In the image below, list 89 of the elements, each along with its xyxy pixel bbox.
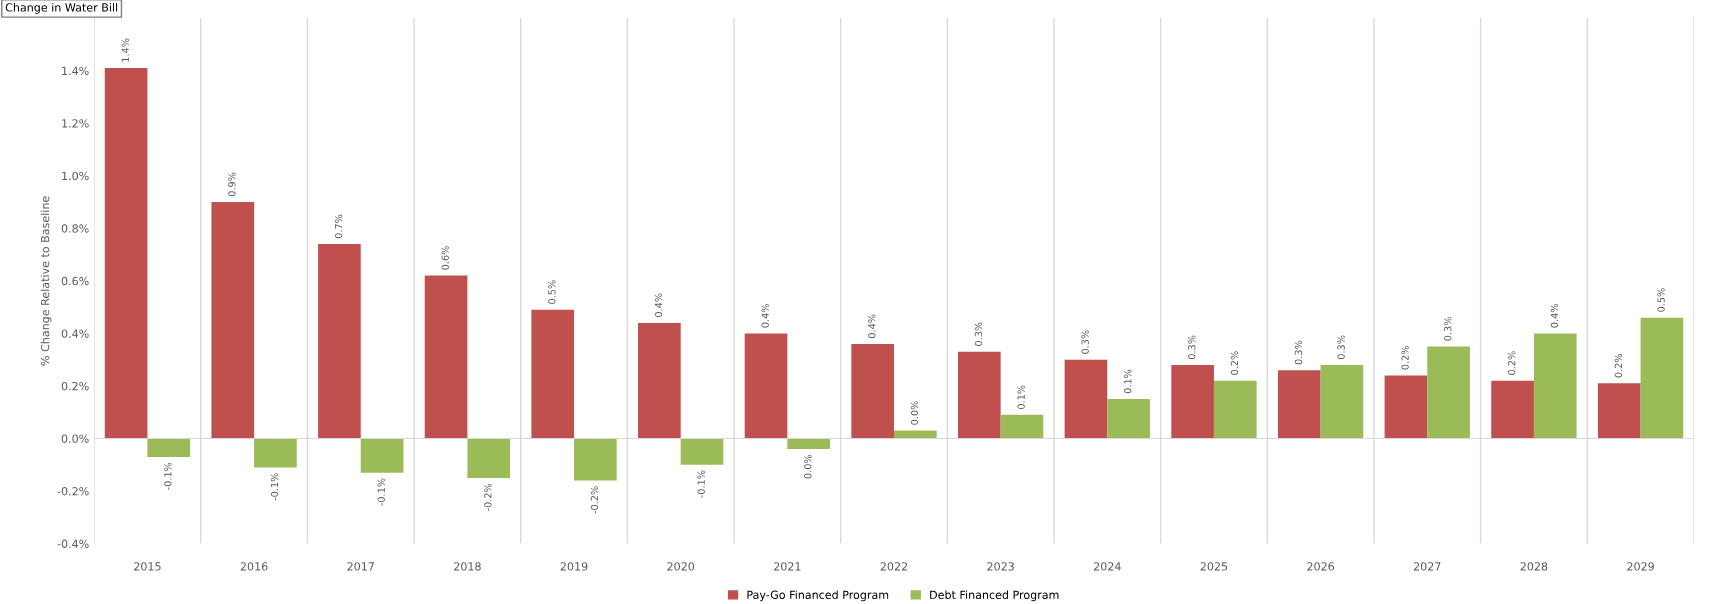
bar [1640,317,1684,439]
x-tick-label: 2027 [1413,562,1441,571]
x-tick-label: 2020 [667,562,695,571]
x-tick-label: 2017 [347,562,374,571]
bar [1277,370,1321,439]
x-tick-label: 2026 [1307,562,1335,571]
data-label: 0.1% [1124,369,1132,394]
data-label: 0.4% [868,314,876,339]
data-label: 0.2% [1401,346,1409,370]
bar [1171,364,1214,439]
data-label: 0.4% [1550,303,1559,328]
data-label: 0.0% [910,401,919,425]
x-tick-label: 2021 [774,562,801,571]
y-tick-label: 0.4% [61,329,89,338]
bar [787,438,831,450]
x-tick-label: 2025 [1200,562,1228,571]
bar [1064,359,1108,439]
data-label: 0.2% [1230,351,1239,375]
data-label: -0.1% [164,462,172,490]
x-tick-label: 2016 [240,562,268,571]
bar [1533,333,1577,439]
bar [360,438,404,473]
data-label: 0.3% [974,322,983,346]
data-label: 0.1% [1017,385,1025,409]
data-label: -0.2% [590,486,599,514]
chart-title: Change in Water Bill [5,3,118,14]
data-label: 0.5% [548,280,556,304]
bar [680,438,724,465]
bar [211,202,255,439]
data-label: -0.2% [484,483,492,511]
data-label: 0.0% [804,454,812,479]
y-tick-label: 1.0% [62,171,89,181]
bar [1427,346,1470,439]
y-tick-label: 0.0% [61,434,89,443]
y-tick-label: -0.2% [57,487,89,496]
bar [1107,399,1150,439]
bar [1384,375,1428,439]
bar [424,275,468,439]
bar [1213,380,1257,439]
y-tick-label: 1.2% [62,119,89,128]
data-label: 0.7% [334,214,343,239]
y-tick-label: 0.6% [61,276,89,286]
x-tick-label: 2024 [1093,562,1121,571]
bar [467,438,511,478]
data-label: 0.3% [1081,330,1089,354]
bar [1000,414,1044,439]
x-tick-label: 2028 [1520,562,1548,571]
bar [318,244,361,439]
y-tick-label: -0.4% [57,539,89,548]
y-tick-label: 0.8% [61,224,89,233]
x-tick-label: 2018 [454,562,481,571]
data-label: 0.3% [1337,335,1345,360]
bar [104,68,148,439]
y-tick-label: 0.2% [61,381,89,391]
bar [1320,364,1364,439]
data-label: 0.4% [761,303,769,328]
bar [1597,383,1641,439]
data-label: 1.4% [121,38,129,62]
bar [851,343,894,439]
data-label: -0.1% [270,473,279,501]
bar [254,438,297,468]
bar [574,438,617,481]
bar [147,438,191,457]
data-label: 0.5% [1657,288,1665,312]
data-label: 0.3% [1444,317,1452,341]
x-tick-label: 2022 [880,562,908,571]
data-label: 0.2% [1508,351,1516,375]
y-axis-title: % Change Relative to Baseline [40,196,52,366]
data-label: 0.3% [1294,340,1303,365]
data-label: 0.3% [1188,335,1196,360]
x-tick-label: 2015 [134,562,161,571]
bar [638,322,681,439]
data-label: 0.4% [654,293,663,317]
data-label: 0.2% [1614,353,1623,378]
x-tick-label: 2023 [987,562,1014,571]
data-label: 0.6% [441,246,449,270]
data-label: 0.9% [228,172,236,197]
data-label: -0.1% [377,478,385,506]
bar [531,309,575,439]
x-tick-label: 2029 [1627,562,1654,571]
data-label: -0.1% [697,470,705,498]
bar [744,333,788,439]
bar [957,351,1001,439]
y-tick-label: 1.4% [62,66,89,76]
bar [1491,380,1534,439]
bar [894,430,937,439]
legend-label: Pay-Go Financed Program [747,590,889,602]
x-tick-label: 2019 [560,562,588,571]
legend-label: Debt Financed Program [930,590,1059,602]
